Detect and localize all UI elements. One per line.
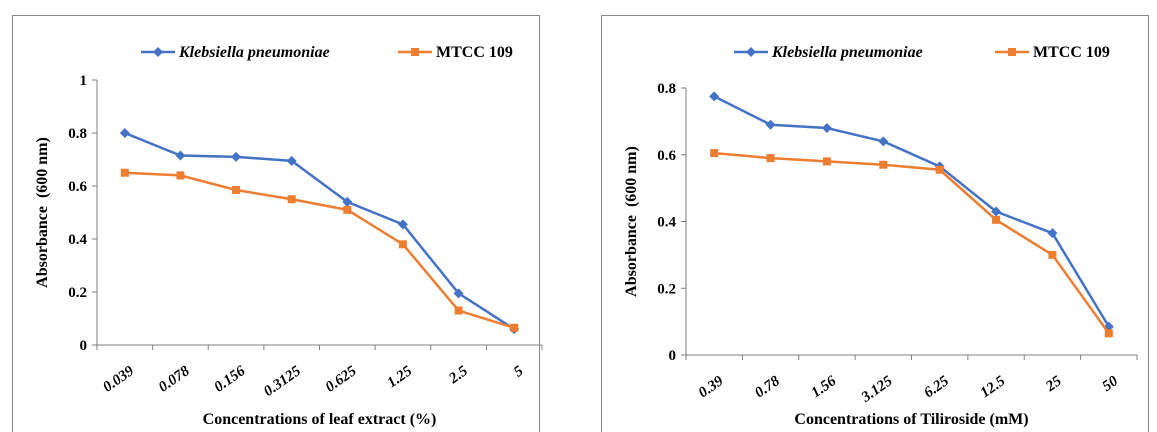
x-tick-label: 0.39: [696, 373, 727, 401]
chart-border: [601, 15, 1149, 432]
y-tick-label: 1: [80, 73, 88, 89]
legend-label: Klebsiella pneumoniae: [771, 44, 923, 61]
data-point-diamond: [453, 288, 464, 299]
x-axis-title: Concentrations of Tiliroside (mM): [794, 411, 1028, 428]
data-point-square: [1104, 329, 1113, 338]
x-tick-label: 12.5: [978, 373, 1009, 401]
data-point-square: [822, 157, 831, 166]
data-point-diamond: [342, 196, 353, 207]
data-point-diamond: [765, 119, 776, 130]
x-tick-label: 0.78: [752, 373, 783, 401]
x-tick-label: 0.039: [100, 363, 137, 396]
chart-panel-leaf-extract: 0 0.2 0.4 0.6 0.8 1 0.039 0.078 0.156 0.3125 0.625…: [0, 0, 560, 432]
line-chart-leaf-extract: 0 0.2 0.4 0.6 0.8 1 0.039 0.078 0.156 0.3125 0.625…: [12, 15, 543, 432]
x-tick-label: 2.5: [446, 363, 472, 388]
y-tick-label: 0.6: [657, 148, 676, 164]
y-tick-label: 0.6: [68, 179, 87, 195]
y-tick-label: 0.4: [68, 232, 87, 248]
legend-label: Klebsiella pneumoniae: [178, 44, 330, 61]
chart-border: [12, 15, 540, 432]
legend-marker-square: [1008, 48, 1016, 56]
x-tick-label: 3.125: [858, 373, 896, 406]
data-point-square: [510, 323, 519, 332]
y-tick-label: 0.4: [657, 215, 676, 231]
data-point-square: [1048, 250, 1057, 259]
data-point-diamond: [286, 155, 297, 166]
data-point-square: [232, 185, 241, 194]
x-tick-label: 1.25: [385, 363, 416, 391]
data-point-diamond: [709, 91, 720, 102]
y-tick-label: 0.2: [68, 285, 87, 301]
data-point-diamond: [175, 150, 186, 161]
series-line-mtcc109: [124, 171, 515, 329]
data-point-diamond: [1047, 228, 1058, 239]
x-tick-label: 5: [511, 363, 527, 381]
series-line-mtcc109: [714, 151, 1110, 335]
data-point-diamond: [231, 151, 242, 162]
data-point-square: [710, 149, 719, 158]
data-point-square: [287, 195, 296, 204]
line-chart-tiliroside: 0 0.2 0.4 0.6 0.8 0.39 0.78 1.56 3.125 6.25 12.5 25…: [601, 15, 1149, 432]
x-tick-label: 0.156: [212, 363, 249, 396]
chart-panel-tiliroside: 0 0.2 0.4 0.6 0.8 0.39 0.78 1.56 3.125 6.25 12.5 25…: [597, 0, 1157, 432]
data-point-square: [454, 306, 463, 315]
data-point-square: [992, 215, 1001, 224]
legend-marker-square: [411, 48, 419, 56]
data-point-diamond: [397, 219, 408, 230]
x-tick-label: 0.3125: [261, 363, 304, 400]
data-point-square: [879, 160, 888, 169]
data-point-square: [343, 205, 352, 214]
x-tick-label: 1.56: [809, 373, 840, 401]
legend-marker-diamond: [746, 47, 756, 57]
x-axis-title: Concentrations of leaf extract (%): [203, 411, 437, 428]
x-tick-label: 25: [1042, 373, 1065, 396]
x-tick-label: 6.25: [921, 373, 952, 401]
y-axis-title: Absorbance (600 nm): [34, 137, 51, 288]
data-point-square: [398, 240, 407, 249]
x-tick-label: 0.078: [156, 363, 193, 396]
legend-marker-diamond: [153, 47, 163, 57]
x-tick-label: 0.625: [323, 363, 360, 396]
y-tick-label: 0.8: [68, 126, 87, 142]
y-tick-label: 0: [80, 338, 88, 354]
x-tick-label: 50: [1100, 373, 1122, 395]
series-line-klebsiella: [713, 95, 1110, 328]
y-axis-title: Absorbance (600 nm): [623, 146, 640, 297]
y-tick-label: 0: [669, 348, 677, 364]
y-tick-label: 0.8: [657, 81, 676, 97]
data-point-diamond: [991, 206, 1002, 217]
series-line-klebsiella: [124, 131, 515, 331]
legend-label: MTCC 109: [1033, 44, 1110, 61]
data-point-diamond: [119, 128, 130, 138]
data-point-diamond: [821, 123, 832, 134]
data-point-square: [176, 171, 185, 180]
data-point-diamond: [878, 136, 889, 147]
y-tick-label: 0.2: [657, 281, 676, 297]
data-point-square: [120, 168, 129, 177]
data-point-square: [766, 154, 775, 163]
legend-label: MTCC 109: [436, 44, 513, 61]
data-point-square: [935, 165, 944, 174]
